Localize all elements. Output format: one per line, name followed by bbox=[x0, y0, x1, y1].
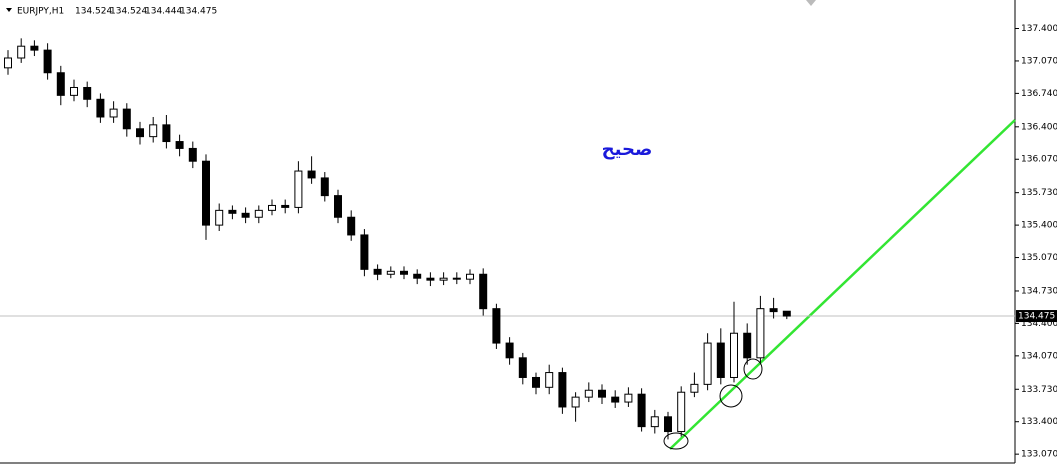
candle-body bbox=[756, 308, 765, 359]
header-marker bbox=[6, 8, 12, 12]
candle-body bbox=[30, 45, 39, 51]
candle-body bbox=[386, 270, 395, 275]
candle-body bbox=[17, 45, 26, 59]
candle-body bbox=[769, 308, 778, 313]
candle-body bbox=[307, 170, 316, 179]
candle-body bbox=[466, 273, 474, 280]
y-tick-label: 137.070 bbox=[1021, 56, 1057, 66]
touch-circle bbox=[743, 358, 763, 380]
y-tick-label: 133.730 bbox=[1021, 385, 1057, 395]
candle-body bbox=[70, 86, 78, 96]
candle-body bbox=[598, 389, 606, 398]
y-tick-label: 136.070 bbox=[1021, 155, 1057, 165]
y-tick-label: 135.070 bbox=[1021, 253, 1057, 263]
touch-circle bbox=[719, 384, 743, 408]
candle-body bbox=[558, 372, 567, 408]
trendline bbox=[669, 119, 1016, 450]
candle-body bbox=[782, 310, 791, 317]
candle-body bbox=[136, 128, 144, 138]
candle-body bbox=[677, 391, 686, 433]
touch-circle bbox=[663, 432, 689, 450]
candle-body bbox=[241, 212, 250, 218]
candle-body bbox=[492, 308, 501, 344]
candle-body bbox=[584, 389, 593, 398]
candle-body bbox=[400, 270, 408, 275]
price-label: 134.475 bbox=[1018, 312, 1055, 322]
candle-body bbox=[294, 170, 303, 208]
candle-body bbox=[650, 416, 659, 428]
shift-marker bbox=[806, 0, 816, 6]
candle-body bbox=[703, 342, 712, 385]
candle-body bbox=[215, 209, 224, 226]
candle-body bbox=[122, 108, 131, 130]
candle-body bbox=[571, 396, 580, 408]
candle-body bbox=[175, 141, 184, 149]
candle-body bbox=[202, 160, 210, 226]
candle-body bbox=[743, 332, 752, 359]
candle-body bbox=[664, 416, 672, 433]
header-open: 134.524 bbox=[75, 7, 112, 17]
candle-body bbox=[162, 124, 171, 143]
y-tick-label: 134.070 bbox=[1021, 351, 1057, 361]
candle-body bbox=[109, 108, 118, 118]
candle-body bbox=[334, 195, 342, 218]
chart-title: EURJPY,H1 bbox=[17, 7, 64, 17]
y-tick-label: 134.400 bbox=[1021, 319, 1057, 329]
candle-body bbox=[254, 209, 263, 218]
annotation-text: صحيح bbox=[602, 139, 653, 160]
candle-body bbox=[43, 49, 52, 74]
y-tick-label: 137.400 bbox=[1021, 24, 1057, 34]
y-tick-label: 133.070 bbox=[1021, 450, 1057, 460]
y-tick-label: 135.730 bbox=[1021, 188, 1057, 198]
candle-body bbox=[452, 277, 461, 280]
candle-body bbox=[690, 383, 699, 393]
candle-body bbox=[545, 372, 554, 388]
candle-body bbox=[281, 204, 290, 208]
candle-body bbox=[373, 268, 382, 275]
candle-body bbox=[624, 393, 633, 403]
candle-body bbox=[96, 98, 105, 118]
candle-body bbox=[188, 147, 197, 162]
candle-body bbox=[56, 72, 65, 96]
y-tick-label: 134.730 bbox=[1021, 286, 1057, 296]
candle-body bbox=[347, 216, 356, 236]
header-low: 134.444 bbox=[145, 7, 182, 17]
y-tick-label: 135.400 bbox=[1021, 221, 1057, 231]
candle-body bbox=[360, 234, 369, 270]
candle-body bbox=[268, 204, 276, 211]
candle-body bbox=[518, 357, 527, 378]
candle-body bbox=[426, 277, 435, 281]
candle-body bbox=[730, 332, 738, 378]
header-close: 134.475 bbox=[180, 7, 217, 17]
header-high: 134.524 bbox=[110, 7, 147, 17]
candle-body bbox=[637, 393, 646, 428]
y-tick-label: 136.400 bbox=[1021, 122, 1057, 132]
candle-body bbox=[83, 86, 92, 100]
candle-body bbox=[611, 396, 620, 403]
candle-body bbox=[505, 342, 514, 359]
candle-body bbox=[228, 209, 237, 214]
candle-body bbox=[716, 342, 725, 378]
candle-body bbox=[479, 273, 488, 310]
candle-body bbox=[532, 376, 540, 388]
candle-body bbox=[149, 124, 158, 138]
y-tick-label: 136.740 bbox=[1021, 89, 1057, 99]
price-label-box bbox=[1016, 310, 1057, 323]
candle-body bbox=[4, 57, 12, 69]
candle-body bbox=[413, 273, 422, 279]
candle-body bbox=[439, 277, 448, 281]
candle-body bbox=[320, 177, 329, 197]
y-tick-label: 133.400 bbox=[1021, 417, 1057, 427]
